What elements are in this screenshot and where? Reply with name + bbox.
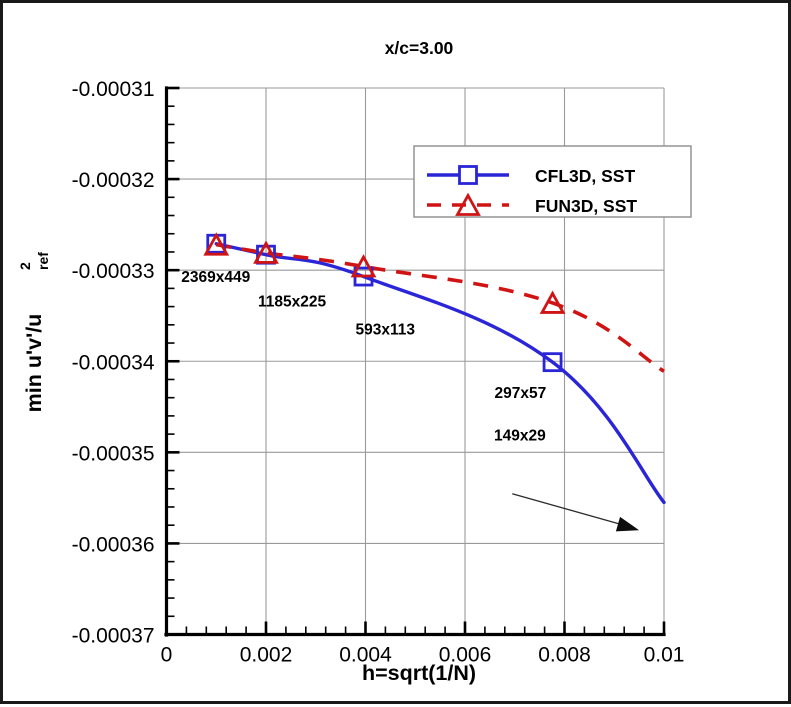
y-axis-tick-labels: -0.00031 -0.00032 -0.00033 -0.00034 -0.00035… <box>72 78 155 648</box>
grid-size-annotation: 2369x449 <box>181 269 250 286</box>
marker-triangle <box>253 240 279 264</box>
x-tick-label: 0.01 <box>644 644 685 667</box>
grid-size-annotation: 149x29 <box>494 427 546 444</box>
x-axis-title: h=sqrt(1/N) <box>362 661 476 685</box>
legend-label: CFL3D, SST <box>535 166 635 186</box>
data-markers-layer <box>203 232 566 373</box>
marker-triangle <box>203 232 230 256</box>
grid-size-annotation: 1185x225 <box>258 294 326 311</box>
y-axis-title-main: min u'v'/u <box>22 314 46 413</box>
legend-label: FUN3D, SST <box>535 196 637 216</box>
grid-size-annotation: 593x113 <box>356 322 416 339</box>
grid-size-annotation: 297x57 <box>495 385 547 402</box>
marker-triangle <box>350 254 377 278</box>
marker-triangle <box>539 290 566 314</box>
x-tick-label: 0.006 <box>439 644 492 667</box>
x-tick-label: 0.008 <box>538 644 591 667</box>
legend-marker-triangle <box>455 192 481 216</box>
data-series-layer <box>214 242 666 505</box>
y-tick-label: -0.00032 <box>72 169 155 192</box>
series-line-cfl3d <box>214 242 666 505</box>
chart-canvas: -0.00031 -0.00032 -0.00033 -0.00034 -0.00035… <box>17 38 692 685</box>
x-tick-label: 0.004 <box>339 644 392 667</box>
y-axis-title-superscript: 2 <box>17 262 33 270</box>
series-line-fun3d <box>215 242 665 373</box>
axis-ticks <box>165 86 666 636</box>
arrow-head-icon <box>615 516 640 532</box>
x-axis-tick-labels: 0 0.002 0.004 0.006 0.008 0.01 <box>161 644 685 667</box>
chart-legend[interactable]: CFL3D, SST FUN3D, SST <box>413 145 692 218</box>
y-axis-title: min u'v'/u ref 2 <box>17 252 51 413</box>
y-tick-label: -0.00031 <box>72 78 155 101</box>
arrow-shaft <box>512 493 632 528</box>
y-tick-label: -0.00033 <box>72 260 155 283</box>
y-tick-label: -0.00035 <box>72 442 155 465</box>
marker-square <box>542 352 563 373</box>
y-tick-label: -0.00034 <box>72 351 155 374</box>
data-annotations: 2369x449 1185x225 593x113 297x57 149x29 <box>181 269 546 445</box>
x-tick-label: 0 <box>161 644 173 667</box>
legend-marker-square <box>458 165 478 185</box>
y-tick-label: -0.00036 <box>72 533 155 556</box>
chart-title: x/c=3.00 <box>385 38 454 58</box>
callout-arrow <box>512 493 640 532</box>
y-tick-label: -0.00037 <box>72 625 155 648</box>
y-axis-title-subscript: ref <box>35 252 51 270</box>
legend-item-fun3d[interactable]: FUN3D, SST <box>427 192 637 217</box>
x-tick-label: 0.002 <box>240 644 293 667</box>
legend-item-cfl3d[interactable]: CFL3D, SST <box>427 165 635 186</box>
legend-items: CFL3D, SST FUN3D, SST <box>427 165 637 217</box>
